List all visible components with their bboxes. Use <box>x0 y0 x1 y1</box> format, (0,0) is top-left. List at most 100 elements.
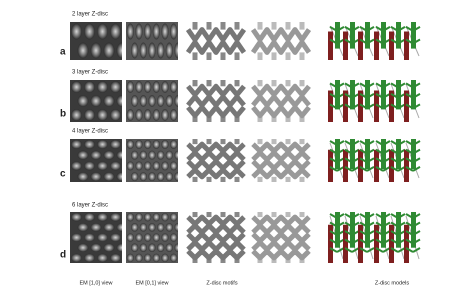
em-spot <box>126 23 134 40</box>
panel-title: 3 layer Z-disc <box>72 70 108 76</box>
em-spot <box>131 243 139 252</box>
thin-filament-red <box>404 31 409 60</box>
thin-filament-red <box>374 149 379 182</box>
model-crosslink <box>412 165 421 172</box>
model-crosslink <box>412 92 421 99</box>
model-crosslink <box>336 38 345 45</box>
model-crosslink <box>412 103 421 110</box>
model-crosslink <box>390 238 399 245</box>
em-spot <box>144 109 152 121</box>
model-crosslink <box>344 213 353 219</box>
em-spot <box>71 139 82 149</box>
em-spot <box>170 161 178 171</box>
em-spot <box>161 233 169 242</box>
model-crosslink <box>390 38 399 45</box>
em-spot <box>77 95 89 107</box>
model-crosslink <box>375 165 384 172</box>
em-spot <box>103 172 115 182</box>
em-spot <box>84 253 95 263</box>
em-spot <box>126 253 134 263</box>
em-spot <box>139 223 147 232</box>
em-spot <box>126 161 134 171</box>
em-spot <box>157 172 165 182</box>
em-spot <box>126 81 134 93</box>
em-spot <box>165 172 173 182</box>
em-spot <box>97 253 108 263</box>
em-bg <box>126 212 178 263</box>
em-image <box>126 80 182 122</box>
column-label: EM [1,0] view <box>79 280 112 286</box>
panel-title: 2 layer Z-disc <box>72 12 108 18</box>
thin-filament-red <box>374 31 379 60</box>
model-crosslink <box>344 92 353 99</box>
model-crosslink <box>390 213 399 219</box>
em-spot <box>110 139 121 149</box>
em-spot <box>97 109 108 121</box>
em-spot <box>157 95 165 107</box>
em-spot <box>170 139 178 149</box>
em-spot <box>77 243 89 252</box>
em-spot <box>157 150 165 160</box>
model-crosslink <box>397 82 406 89</box>
model-crosslink <box>351 25 360 32</box>
em-spot <box>170 253 178 263</box>
em-spot <box>90 223 102 232</box>
em-spot <box>148 150 156 160</box>
em-spot <box>135 81 143 93</box>
em-spot <box>139 150 147 160</box>
thin-filament-green <box>365 80 370 110</box>
em-spot <box>144 139 152 149</box>
motif-zigzag <box>251 158 311 171</box>
em-spot <box>152 212 160 222</box>
model-crosslink <box>375 140 384 146</box>
em-spot <box>144 233 152 242</box>
em-spot <box>161 81 169 93</box>
panel-label: a <box>60 47 66 58</box>
em-spot <box>152 161 160 171</box>
thin-filament-red <box>389 90 394 122</box>
model-crosslink <box>359 148 368 155</box>
em-spot <box>103 150 115 160</box>
thin-filament-red <box>389 149 394 182</box>
motif <box>251 80 311 122</box>
em-clip <box>122 212 126 263</box>
em-spot <box>170 109 178 121</box>
model-crosslink <box>397 221 406 228</box>
motif-zigzag <box>251 231 311 244</box>
model-crosslink <box>375 213 384 219</box>
thin-filament-green <box>396 22 401 49</box>
model-crosslink <box>397 238 406 245</box>
model-crosslink <box>397 157 406 164</box>
model-crosslink <box>329 148 338 155</box>
model-crosslink <box>329 25 338 32</box>
em-image <box>126 22 182 60</box>
model-crosslink <box>405 238 414 245</box>
em-clip <box>178 22 182 60</box>
em-spot <box>170 23 178 40</box>
model-crosslink <box>412 230 421 236</box>
em-spot <box>165 150 173 160</box>
thin-filament-green <box>411 80 416 110</box>
thin-filament-red <box>328 90 333 122</box>
em-spot <box>148 172 156 182</box>
motif-zigzag <box>186 104 246 119</box>
em-spot <box>135 139 143 149</box>
thin-filament-green <box>411 22 416 49</box>
em-spot <box>77 150 89 160</box>
thin-filament-green <box>411 212 416 248</box>
model-crosslink <box>351 247 360 253</box>
em-spot <box>161 23 169 40</box>
model-crosslink <box>382 221 391 228</box>
em-spot <box>97 81 108 93</box>
model-crosslink <box>397 25 406 32</box>
em-clip <box>122 139 126 182</box>
model-crosslink <box>329 38 338 45</box>
em-spot <box>131 172 139 182</box>
model-crosslink <box>359 238 368 245</box>
model-crosslink <box>366 103 375 110</box>
model-crosslink <box>351 38 360 45</box>
model-crosslink <box>382 38 391 45</box>
model-crosslink <box>344 38 353 45</box>
em-spot <box>97 139 108 149</box>
motif-zigzag <box>186 141 246 154</box>
